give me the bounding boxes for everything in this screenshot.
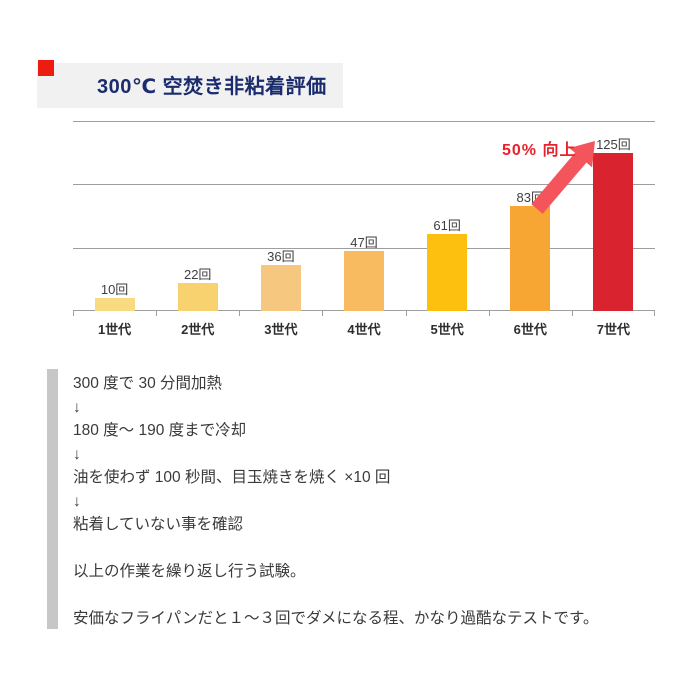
- gridline: [73, 184, 655, 186]
- gridline: [73, 247, 655, 249]
- axis-tick: [322, 311, 324, 316]
- axis-tick: [405, 311, 407, 316]
- bar-category-label: 3世代: [264, 322, 298, 337]
- procedure-line: 油を使わず 100 秒間、目玉焼きを焼く ×10 回: [73, 469, 391, 486]
- bar-value-label: 36回: [267, 249, 295, 265]
- left-rule-bar: [47, 369, 58, 629]
- bar: [593, 152, 634, 311]
- bar-value-label: 10回: [100, 282, 129, 298]
- bar: [94, 298, 135, 311]
- section-header: 300℃ 空焚き非粘着評価: [37, 63, 343, 108]
- bar: [510, 205, 551, 311]
- bar-category-label: 4世代: [347, 322, 381, 337]
- bar-category-label: 1世代: [97, 322, 132, 337]
- spacer-line: [73, 537, 683, 561]
- bar-value-label: 61回: [433, 217, 461, 233]
- axis-tick: [73, 311, 74, 316]
- bar-value-label: 125回: [596, 136, 631, 152]
- axis-tick: [488, 311, 490, 316]
- improvement-annotation: 50% 向上: [502, 142, 577, 159]
- bar-value-label: 22回: [183, 267, 212, 283]
- bar-category-label: 2世代: [181, 322, 215, 337]
- bar-chart: 10回 1世代 22回 2世代 36回 3世代 47回 4世代 61回 5世代 83回 6世代 125回…: [73, 121, 655, 337]
- spacer-line: [73, 584, 683, 608]
- axis-tick: [239, 311, 241, 316]
- procedure-line: 以上の作業を繰り返し行う試験。: [73, 563, 306, 580]
- flow-down-arrow: ↓: [73, 398, 81, 416]
- bar: [344, 251, 384, 311]
- procedure-lines: 300 度で 30 分間加熱 ↓ 180 度～ 190 度まで冷却 ↓ 油を使わず 10…: [73, 372, 683, 631]
- page-title: 300℃ 空焚き非粘着評価: [97, 76, 327, 98]
- axis-tick: [156, 311, 158, 316]
- bar-value-label: 83回: [516, 189, 545, 205]
- gridline: [73, 121, 655, 122]
- bar: [260, 265, 301, 311]
- procedure-line: 粘着していない事を確認: [73, 516, 244, 533]
- flow-down-arrow: ↓: [73, 492, 81, 510]
- procedure-line: 安価なフライパンだと１～３回でダメになる程、かなり過酷なテストです。: [73, 610, 599, 627]
- procedure-line: 300 度で 30 分間加熱: [73, 375, 223, 392]
- red-square-bullet-icon: [38, 60, 54, 76]
- axis-tick: [571, 311, 573, 316]
- bar-category-label: 6世代: [513, 322, 547, 337]
- procedure-line: 180 度～ 190 度まで冷却: [73, 422, 247, 439]
- bar: [427, 233, 468, 311]
- flow-down-arrow: ↓: [73, 445, 81, 463]
- bar-value-label: 47回: [350, 235, 378, 251]
- bar-category-label: 5世代: [430, 322, 464, 337]
- bar-category-label: 7世代: [596, 322, 631, 337]
- axis-tick: [654, 311, 655, 316]
- bar: [177, 283, 218, 311]
